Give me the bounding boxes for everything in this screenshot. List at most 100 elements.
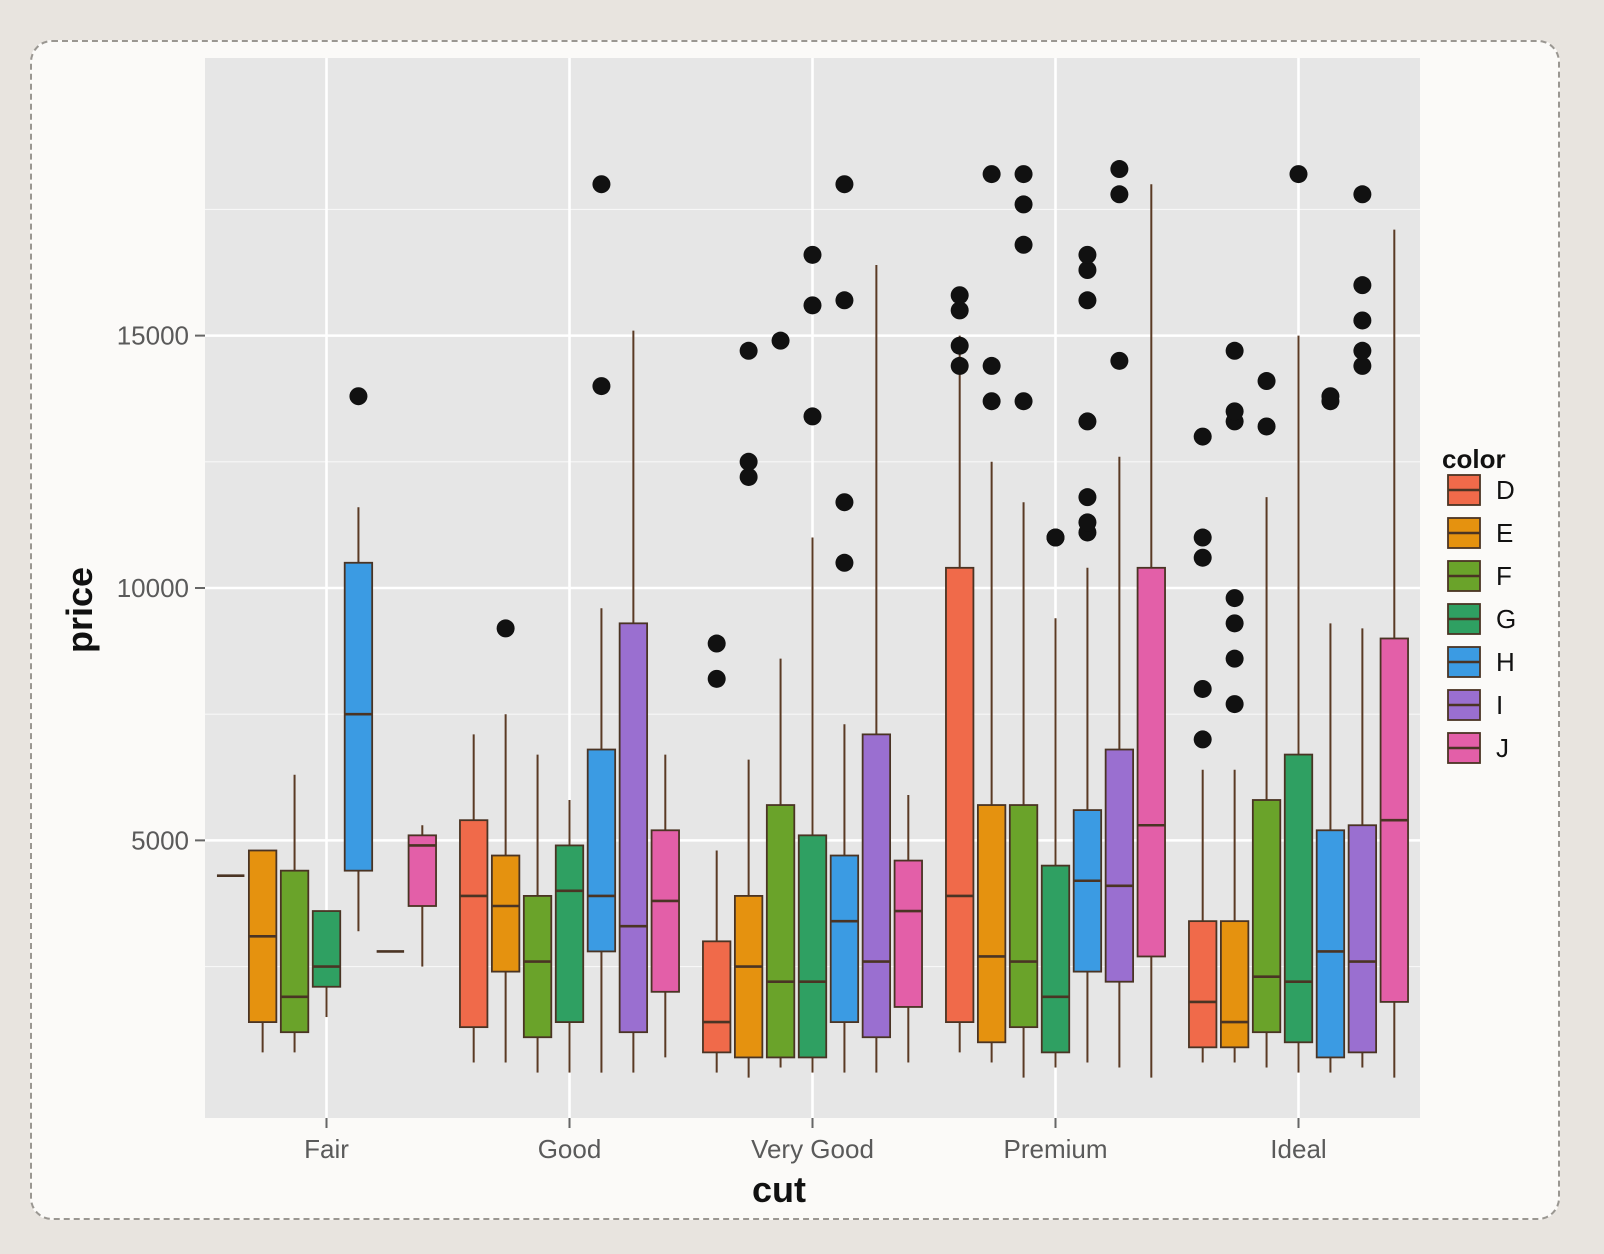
box-body (1104, 748, 1135, 983)
box-body (829, 854, 860, 1023)
box-J-fair (407, 825, 437, 967)
outlier-point (1078, 488, 1097, 507)
box-body (861, 733, 892, 1039)
outlier-point (1110, 160, 1129, 179)
box-D-ideal (1188, 427, 1218, 1063)
outlier-point (707, 634, 726, 653)
outlier-point (835, 553, 854, 572)
y-axis-title: price (59, 567, 100, 653)
box-H-good (586, 175, 617, 1073)
box-body (650, 829, 680, 993)
outlier-point (1193, 427, 1212, 446)
box-body (311, 910, 342, 988)
outlier-point (950, 301, 969, 320)
outlier-point (803, 245, 822, 264)
outlier-point (1225, 341, 1244, 360)
box-F-ideal (1251, 372, 1282, 1068)
outlier-point (982, 392, 1001, 411)
box-F-very-good (765, 331, 796, 1068)
outlier-point (835, 291, 854, 310)
legend-label-H: H (1496, 647, 1515, 677)
outlier-point (1078, 291, 1097, 310)
box-I-ideal (1347, 185, 1378, 1068)
legend-title: color (1442, 444, 1506, 474)
y-tick-label: 5000 (131, 825, 189, 855)
box-H-very-good (829, 175, 860, 1073)
x-tick-label: Good (538, 1134, 602, 1164)
outlier-point (1014, 195, 1033, 214)
box-body (945, 566, 975, 1023)
legend-label-D: D (1496, 475, 1515, 505)
box-body (1072, 809, 1103, 973)
outlier-point (1225, 614, 1244, 633)
legend-label-F: F (1496, 561, 1512, 591)
outlier-point (1193, 548, 1212, 567)
box-body (1347, 824, 1378, 1054)
y-tick-label: 15000 (117, 321, 189, 351)
box-F-good (522, 754, 553, 1073)
box-G-fair (311, 910, 342, 1018)
x-axis-ticks: Fair Good Very Good Premium Ideal (304, 1118, 1327, 1164)
outlier-point (1014, 165, 1033, 184)
outlier-point (1014, 392, 1033, 411)
legend-label-G: G (1496, 604, 1516, 634)
legend-label-I: I (1496, 690, 1503, 720)
outlier-point (1078, 245, 1097, 264)
box-body (976, 804, 1007, 1044)
box-body (1040, 864, 1071, 1054)
box-body (1188, 920, 1218, 1049)
outlier-point (707, 669, 726, 688)
outlier-point (1193, 528, 1212, 547)
outlier-point (1110, 351, 1129, 370)
y-tick-label: 10000 (117, 573, 189, 603)
box-body (522, 895, 553, 1039)
outlier-point (1353, 356, 1372, 375)
outlier-point (739, 467, 758, 486)
box-D-good (459, 734, 489, 1063)
box-body (618, 622, 649, 1034)
box-body (586, 748, 617, 953)
box-J-premium (1136, 184, 1166, 1078)
x-tick-label: Very Good (751, 1134, 874, 1164)
box-D-premium (945, 286, 975, 1053)
outlier-point (1353, 185, 1372, 204)
outlier-point (1014, 235, 1033, 254)
box-E-ideal (1219, 341, 1250, 1063)
x-tick-label: Fair (304, 1134, 349, 1164)
box-J-good (650, 754, 680, 1058)
box-body (765, 804, 796, 1059)
box-G-premium (1040, 528, 1071, 1068)
outlier-point (1225, 589, 1244, 608)
outlier-point (982, 356, 1001, 375)
outlier-point (739, 452, 758, 471)
box-body (1251, 799, 1282, 1034)
y-axis-ticks: 5000 10000 15000 (117, 321, 205, 855)
outlier-point (950, 286, 969, 305)
x-tick-label: Premium (1003, 1134, 1107, 1164)
outlier-point (739, 341, 758, 360)
box-I-very-good (861, 264, 892, 1073)
box-body (797, 834, 828, 1059)
box-body (459, 819, 489, 1029)
outlier-point (1225, 402, 1244, 421)
box-D-very-good (702, 634, 732, 1073)
outlier-point (982, 165, 1001, 184)
box-body (279, 869, 310, 1034)
outlier-point (1257, 417, 1276, 436)
box-H-ideal (1315, 387, 1346, 1073)
box-I-premium (1104, 160, 1135, 1068)
box-body (702, 940, 732, 1054)
box-body (1008, 804, 1039, 1029)
box-H-premium (1072, 245, 1103, 1063)
box-H-fair (343, 387, 374, 932)
x-tick-label: Ideal (1270, 1134, 1326, 1164)
box-J-ideal (1379, 229, 1409, 1078)
box-I-good (618, 330, 649, 1073)
outlier-point (771, 331, 790, 350)
box-body (893, 859, 923, 1008)
box-G-ideal (1283, 165, 1314, 1073)
outlier-point (950, 356, 969, 375)
outlier-point (803, 296, 822, 315)
